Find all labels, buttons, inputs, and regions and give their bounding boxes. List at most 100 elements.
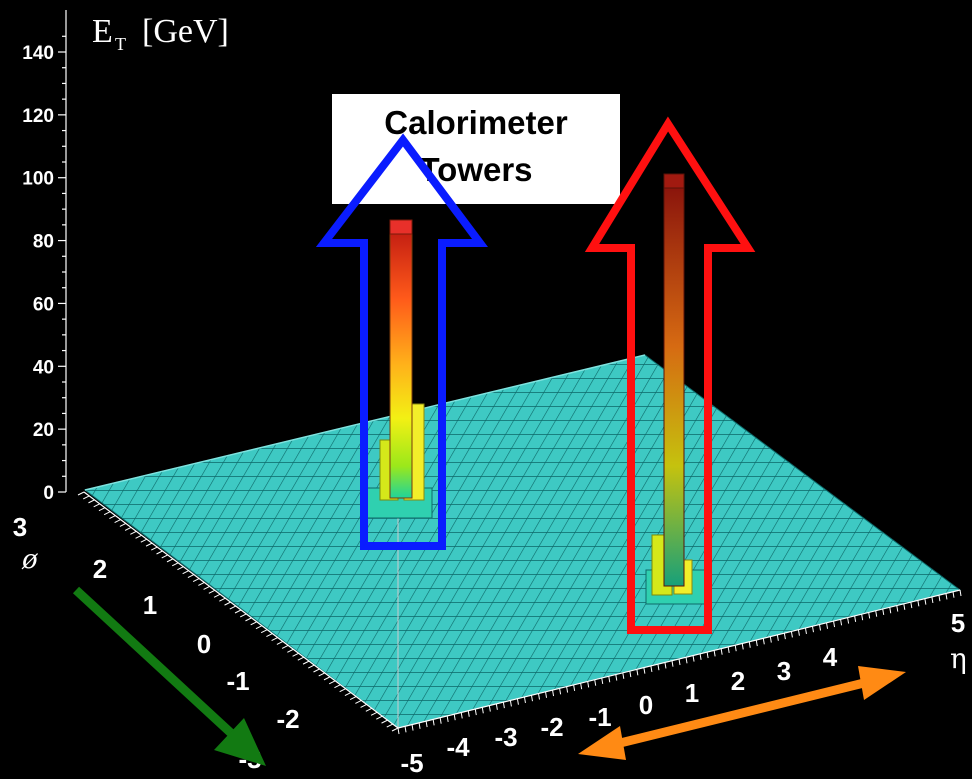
phi-tick xyxy=(114,519,121,523)
eta-tick xyxy=(481,707,484,714)
phi-tick xyxy=(255,625,263,630)
phi-tick xyxy=(109,515,116,520)
phi-tick xyxy=(386,723,393,728)
eta-tick xyxy=(931,596,934,603)
eta-tick xyxy=(615,674,618,681)
eta-tick xyxy=(889,607,892,614)
phi-tick xyxy=(88,499,95,504)
phi-axis-label: ø xyxy=(21,545,38,575)
phi-tick xyxy=(355,700,362,704)
eta-tick xyxy=(538,693,540,700)
phi-tick-label: 0 xyxy=(197,629,211,659)
phi-tick xyxy=(151,546,158,551)
phi-tick-label: 1 xyxy=(143,590,157,620)
y-tick-label: 100 xyxy=(22,169,54,190)
eta-tick xyxy=(699,653,702,660)
eta-tick xyxy=(847,617,850,624)
eta-tick-label: 4 xyxy=(823,642,838,672)
eta-tick xyxy=(439,717,442,724)
eta-tick xyxy=(552,689,555,697)
eta-tick xyxy=(685,657,688,664)
phi-tick xyxy=(166,558,174,563)
phi-tick-label: -1 xyxy=(226,666,249,696)
phi-tick xyxy=(135,534,142,539)
tower-blue-top xyxy=(389,219,413,235)
phi-tick xyxy=(271,637,278,641)
orange-double-arrow xyxy=(578,666,906,760)
phi-tick xyxy=(229,605,236,610)
phi-tick xyxy=(124,526,132,531)
eta-tick xyxy=(854,615,857,622)
phi-tick xyxy=(349,696,357,700)
phi-tick xyxy=(328,680,336,685)
phi-tick xyxy=(119,523,127,527)
eta-tick xyxy=(643,667,646,674)
eta-tick xyxy=(804,627,807,635)
eta-tick xyxy=(917,600,920,607)
eta-tick xyxy=(650,665,653,672)
eta-tick xyxy=(783,633,786,640)
phi-tick xyxy=(334,684,341,689)
eta-tick xyxy=(432,719,435,726)
eta-tick xyxy=(924,598,927,605)
eta-tick xyxy=(397,727,400,735)
phi-tick xyxy=(287,648,294,653)
eta-tick xyxy=(713,650,716,657)
eta-tick xyxy=(502,702,505,709)
eta-tick xyxy=(488,705,491,712)
eta-tick xyxy=(460,712,463,719)
eta-tick xyxy=(727,646,730,654)
eta-tick-label: -3 xyxy=(494,722,517,752)
eta-tick xyxy=(559,688,562,695)
phi-tick xyxy=(245,617,252,622)
phi-tick xyxy=(182,570,189,575)
phi-tick xyxy=(177,566,184,571)
phi-tick xyxy=(281,644,289,649)
eta-tick xyxy=(875,610,878,617)
phi-tick xyxy=(234,609,242,614)
eta-tick xyxy=(811,626,814,633)
phi-tick xyxy=(344,692,352,697)
phi-tick xyxy=(260,629,268,634)
y-tick-label: 0 xyxy=(43,483,54,504)
phi-tick xyxy=(365,707,373,712)
phi-tick xyxy=(208,589,216,594)
callout-box xyxy=(332,94,620,204)
eta-tick xyxy=(664,662,667,669)
eta-tick xyxy=(467,710,470,717)
eta-tick xyxy=(495,703,498,710)
eta-tick-label: -5 xyxy=(400,748,423,778)
phi-tick xyxy=(292,652,299,657)
tower-blue-column xyxy=(389,231,413,499)
eta-tick xyxy=(882,608,885,616)
eta-tick xyxy=(622,672,625,679)
y-axis-tick-labels: 0 20 40 60 80 100 120 140 xyxy=(22,43,54,504)
eta-tick xyxy=(418,722,421,729)
eta-tick xyxy=(636,669,639,676)
eta-tick-label: -1 xyxy=(588,702,611,732)
eta-tick xyxy=(896,605,899,612)
phi-tick xyxy=(161,554,168,559)
eta-tick xyxy=(938,595,941,602)
phi-tick xyxy=(198,582,205,586)
eta-tick xyxy=(762,638,765,645)
eta-tick xyxy=(952,591,955,598)
eta-tick xyxy=(840,619,843,626)
phi-tick-label: 2 xyxy=(93,554,107,584)
eta-tick-label: 0 xyxy=(639,690,653,720)
eta-tick-label: 5 xyxy=(951,608,965,638)
eta-tick xyxy=(861,614,864,621)
eta-tick xyxy=(678,658,681,666)
eta-tick xyxy=(734,645,737,652)
phi-tick xyxy=(140,538,148,543)
eta-tick xyxy=(545,691,548,698)
y-tick-label: 60 xyxy=(33,294,54,315)
eta-tick xyxy=(903,603,906,610)
phi-tick xyxy=(250,621,257,626)
y-tick-label: 120 xyxy=(22,106,54,127)
eta-tick xyxy=(868,612,871,619)
blue-up-arrow xyxy=(315,133,488,550)
eta-tick xyxy=(657,664,660,671)
eta-tick xyxy=(833,620,836,628)
